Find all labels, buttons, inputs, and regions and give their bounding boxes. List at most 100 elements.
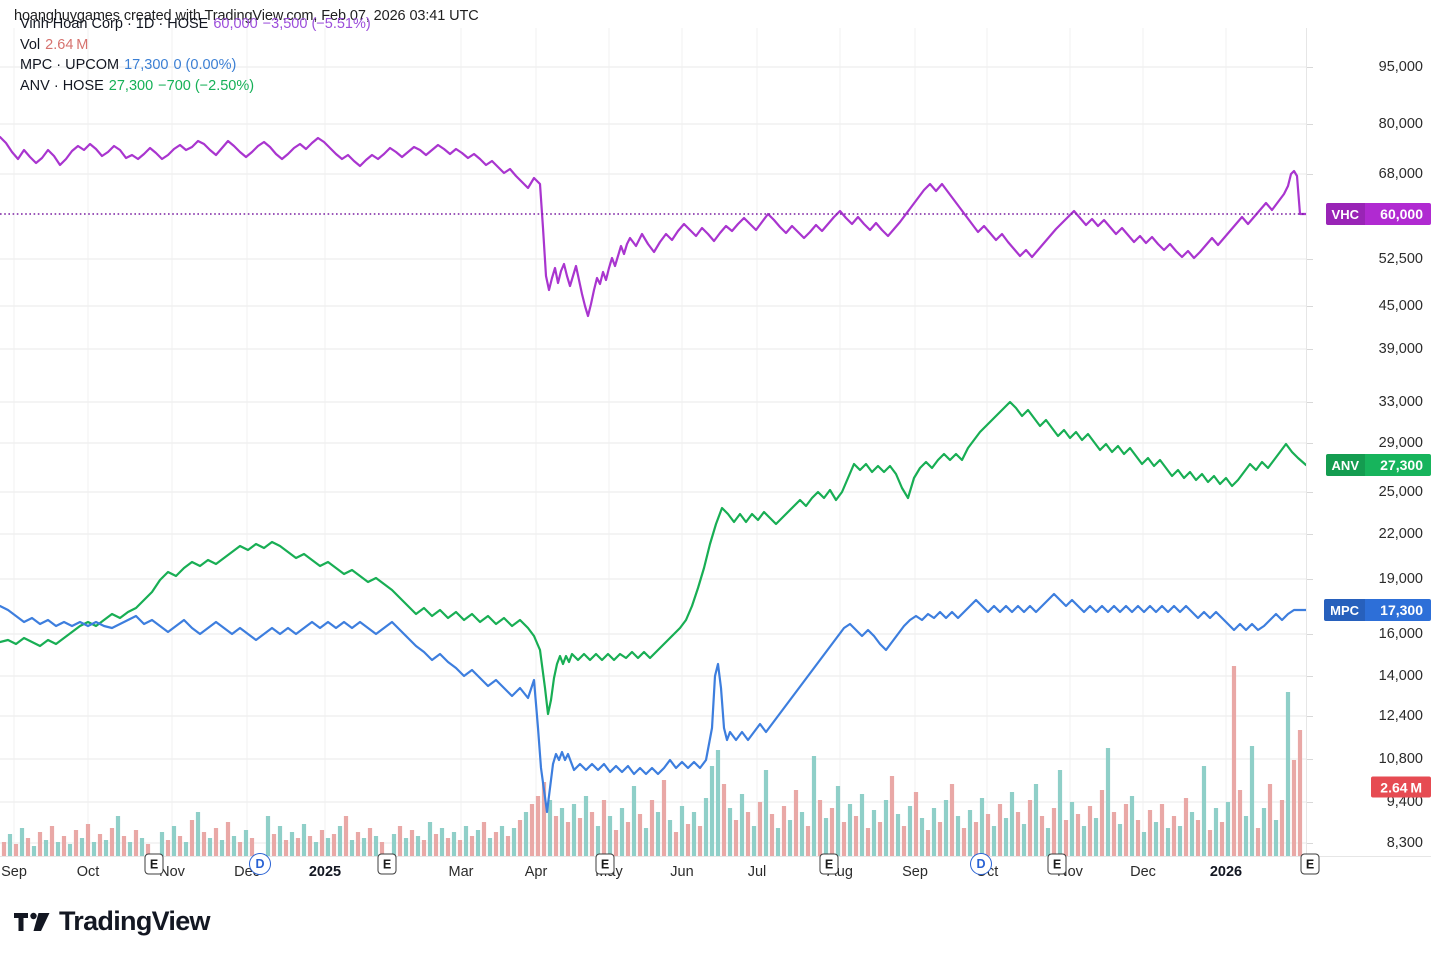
earnings-marker[interactable]: E [1047,853,1067,875]
volume-bar [577,818,583,856]
price-axis[interactable]: 95,000 80,000 68,000 52,500 45,000 39,000 33,0… [1306,28,1431,856]
volume-bar [13,844,19,856]
attribution-text: hoanghuygames created with TradingView.c… [14,8,479,24]
volume-bar [619,808,625,856]
volume-bar [1051,808,1057,856]
legend-row[interactable]: Vinh Hoan Corp · 1D · HOSE 60,000 −3,500 (… [20,14,371,35]
price-tag-mpc[interactable]: MPC 17,300 [1324,599,1431,621]
dividend-marker[interactable]: D [249,853,271,875]
earnings-marker[interactable]: E [144,853,164,875]
volume-bar [787,820,793,856]
time-axis[interactable]: SepOctNovDec2025MarAprMayJunJulAugSepOct… [0,856,1431,898]
price-axis-tick-mark [1307,492,1313,493]
volume-bar [727,808,733,856]
volume-bar [823,818,829,856]
volume-bar [391,834,397,856]
volume-bar [679,806,685,856]
volume-bar [781,806,787,856]
volume-bar [535,796,541,856]
volume-bar [559,808,565,856]
dividend-marker[interactable]: D [970,853,992,875]
price-axis-tick-mark [1307,676,1313,677]
earnings-marker[interactable]: E [595,853,615,875]
legend-row[interactable]: Vol 2.64 M [20,35,371,56]
legend-row[interactable]: ANV · HOSE 27,300 −700 (−2.50%) [20,76,371,97]
volume-bar [73,830,79,856]
volume-bar [523,812,529,856]
price-tag-value: 60,000 [1380,206,1423,222]
price-axis-tick: 95,000 [1378,59,1423,75]
tradingview-logo[interactable]: TradingView [14,906,211,937]
time-axis-tick: Jul [747,864,767,880]
price-axis-tick-mark [1307,759,1313,760]
volume-bar [67,844,73,856]
volume-bar [691,812,697,856]
volume-bar [55,842,61,856]
volume-bar [817,800,823,856]
time-axis-tick: 2025 [308,864,342,880]
volume-tag[interactable]: 2.64 M [1371,776,1431,798]
legend-value: 27,300 [108,77,154,94]
volume-bar [901,826,907,856]
volume-bar [307,836,313,856]
volume-bar [589,812,595,856]
volume-bar [919,818,925,856]
volume-bar [183,842,189,856]
earnings-marker[interactable]: E [377,853,397,875]
earnings-marker[interactable]: E [819,853,839,875]
volume-bar [373,836,379,856]
volume-bar [295,838,301,856]
volume-bar [967,810,973,856]
volume-bar [1291,760,1297,856]
volume-bar [661,780,667,856]
earnings-marker[interactable]: E [1300,853,1320,875]
volume-bar [1153,822,1159,856]
volume-bar [895,814,901,856]
price-axis-tick-mark [1307,174,1313,175]
volume-bar [355,832,361,856]
price-axis-tick-mark [1307,306,1313,307]
plot-area[interactable] [0,28,1306,856]
volume-bar [793,790,799,856]
volume-bar [835,786,841,856]
volume-bar [25,838,31,856]
volume-bar [1039,816,1045,856]
price-axis-tick: 39,000 [1378,341,1423,357]
volume-bar [1225,802,1231,856]
volume-bar [1243,816,1249,856]
volume-bar [913,792,919,856]
price-axis-tick-mark [1307,443,1313,444]
volume-bar [925,830,931,856]
volume-bar [1267,784,1273,856]
price-tag-value: 17,300 [1380,602,1423,618]
price-tag-vhc[interactable]: VHC 60,000 [1325,203,1431,225]
volume-bar [133,830,139,856]
volume-bar [349,840,355,856]
price-tag-anv[interactable]: ANV 27,300 [1325,454,1431,476]
volume-bar [883,800,889,856]
volume-bar [859,794,865,856]
volume-bar [337,826,343,856]
volume-bar [841,822,847,856]
volume-bar [1189,812,1195,856]
volume-bar [301,824,307,856]
volume-bar [1177,826,1183,856]
volume-bar [871,810,877,856]
volume-bar [331,834,337,856]
volume-bar [1159,804,1165,856]
volume-bar [1297,730,1303,856]
volume-bar [949,784,955,856]
chart-legend[interactable]: Vinh Hoan Corp · 1D · HOSE 60,000 −3,500 (… [20,14,371,96]
volume-bar [7,834,13,856]
legend-row[interactable]: MPC · UPCOM 17,300 0 (0.00%) [20,55,371,76]
volume-bar [547,800,553,856]
volume-bar [1201,766,1207,856]
volume-bar [1207,830,1213,856]
volume-bar [271,834,277,856]
volume-bar [1171,816,1177,856]
price-axis-tick-mark [1307,349,1313,350]
volume-bar [715,750,721,856]
volume-bar [907,806,913,856]
legend-symbol: MPC · UPCOM [20,57,120,74]
volume-bar [325,838,331,856]
